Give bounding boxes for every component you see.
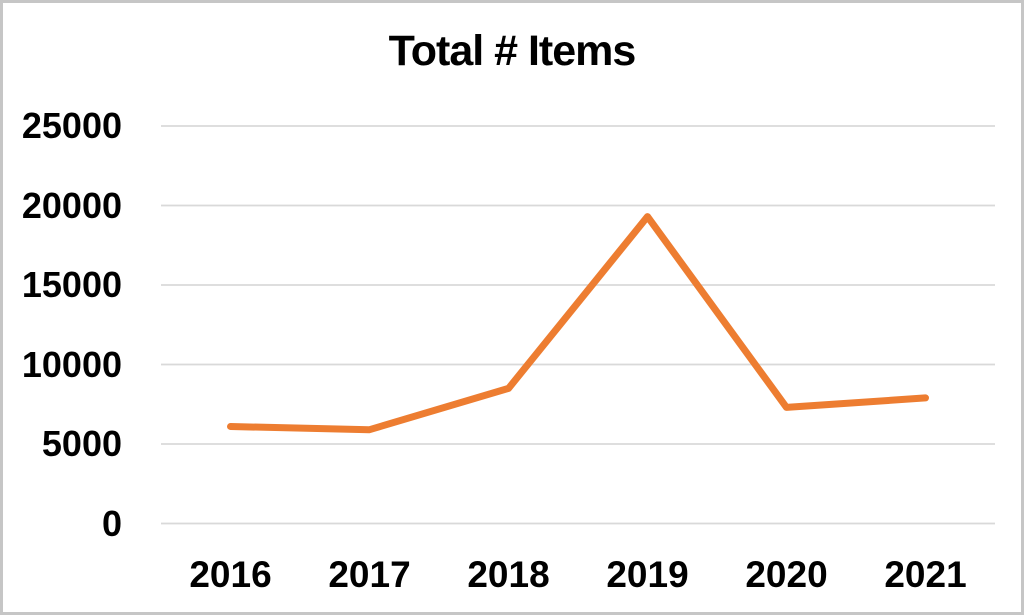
x-axis-tick-label: 2020 — [745, 554, 828, 595]
x-axis-tick-label: 2018 — [467, 554, 550, 595]
x-axis-labels: 2016 2017 2018 2019 2020 2021 — [3, 554, 1021, 597]
x-axis-tick-label: 2019 — [606, 554, 689, 595]
x-axis-tick-label: 2016 — [189, 554, 272, 595]
chart-title: Total # Items — [388, 27, 637, 75]
line-plot-svg — [161, 125, 995, 525]
y-axis-labels: 0 5000 10000 15000 20000 25000 — [21, 105, 122, 544]
x-axis-tick-label: 2021 — [884, 554, 967, 595]
data-series-line — [227, 213, 929, 434]
x-axis-tick-label: 2017 — [328, 554, 411, 595]
